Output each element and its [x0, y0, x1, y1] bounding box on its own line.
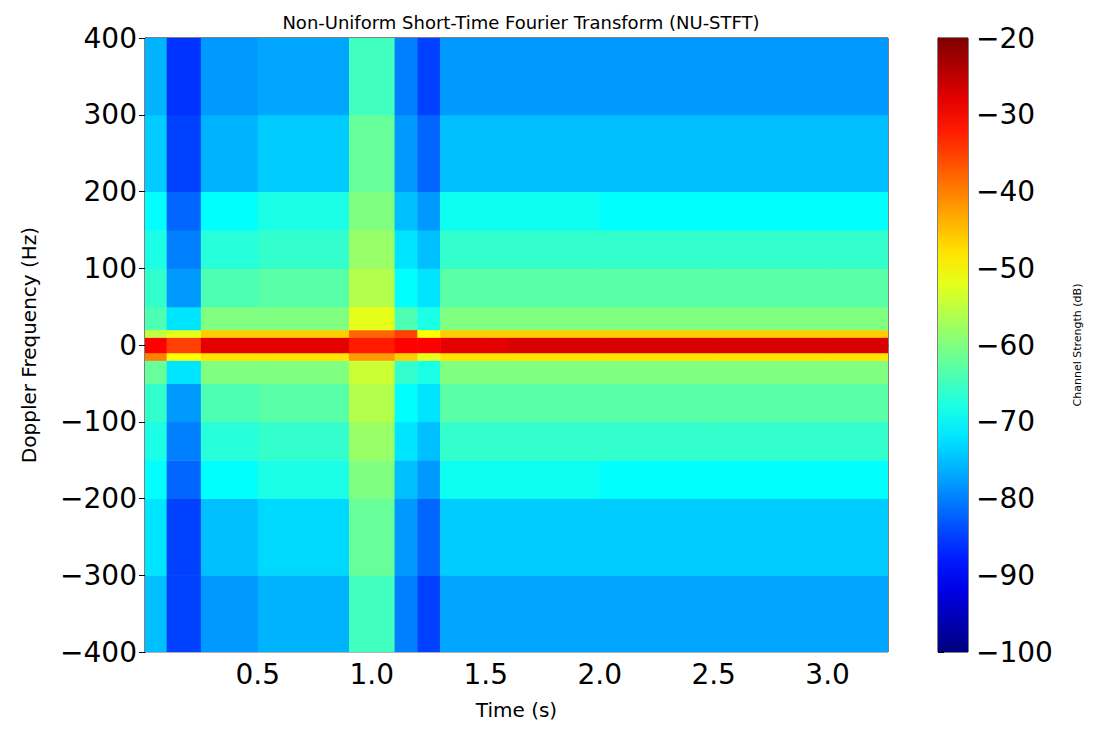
svg-text:−70: −70: [976, 405, 1035, 438]
svg-text:1.0: 1.0: [350, 658, 395, 691]
svg-text:2.0: 2.0: [577, 658, 622, 691]
svg-text:1.5: 1.5: [463, 658, 508, 691]
svg-text:3.0: 3.0: [805, 658, 850, 691]
svg-text:−100: −100: [60, 405, 137, 438]
svg-text:−30: −30: [976, 98, 1035, 131]
svg-text:200: 200: [84, 175, 137, 208]
svg-text:−90: −90: [976, 559, 1035, 592]
svg-text:Non-Uniform Short-Time Fourier: Non-Uniform Short-Time Fourier Transform…: [282, 12, 759, 33]
svg-text:100: 100: [84, 252, 137, 285]
svg-text:−20: −20: [976, 22, 1035, 55]
svg-text:0.5: 0.5: [236, 658, 281, 691]
svg-text:−200: −200: [60, 482, 137, 515]
svg-text:−80: −80: [976, 482, 1035, 515]
svg-text:0: 0: [119, 329, 137, 362]
svg-text:−300: −300: [60, 559, 137, 592]
svg-text:300: 300: [84, 98, 137, 131]
svg-text:Time (s): Time (s): [475, 698, 557, 722]
svg-text:−100: −100: [976, 636, 1053, 669]
svg-text:−50: −50: [976, 252, 1035, 285]
svg-text:Doppler Frequency (Hz): Doppler Frequency (Hz): [17, 227, 41, 463]
svg-text:−400: −400: [60, 636, 137, 669]
svg-text:400: 400: [84, 22, 137, 55]
svg-text:−40: −40: [976, 175, 1035, 208]
svg-text:Channel Strength (dB): Channel Strength (dB): [1071, 284, 1084, 407]
svg-text:−60: −60: [976, 329, 1035, 362]
svg-text:2.5: 2.5: [691, 658, 736, 691]
